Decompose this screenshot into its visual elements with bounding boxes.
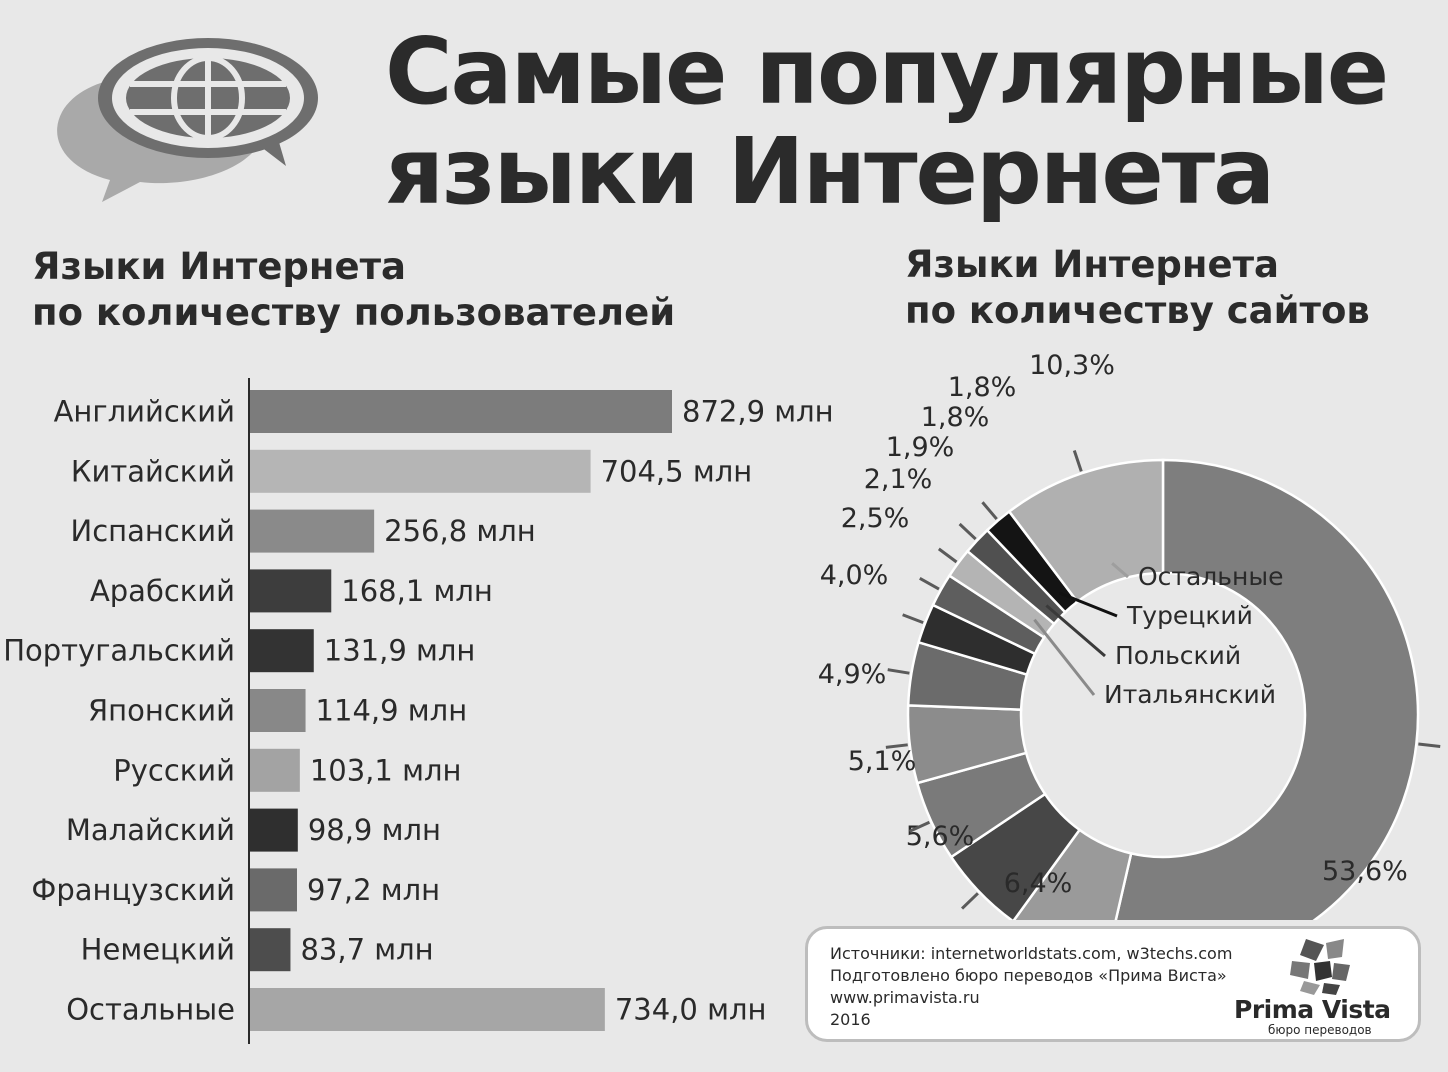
bar-chart-title: Языки Интернета по количеству пользовате… xyxy=(32,245,676,334)
bar xyxy=(250,689,306,732)
slice-leader-tick xyxy=(902,613,924,625)
legend-leader-line xyxy=(1111,562,1129,579)
legend-label: Турецкий xyxy=(1126,601,1253,630)
bar-value-label: 114,9 млн xyxy=(316,694,468,728)
slice-value-label: 5,6% xyxy=(906,821,975,852)
slice-value-label: 1,8% xyxy=(948,372,1017,403)
bar xyxy=(250,928,291,972)
bar-value-label: 103,1 млн xyxy=(310,753,462,787)
legend-leader-line xyxy=(1058,591,1118,618)
source-box: Источники: internetworldstats.com, w3tec… xyxy=(805,926,1421,1042)
website-link[interactable]: www.primavista.ru xyxy=(830,988,980,1007)
slice-value-label: 1,9% xyxy=(886,432,955,463)
brand-tagline: бюро переводов xyxy=(1268,1023,1372,1037)
prima-vista-logo-icon xyxy=(1290,939,1350,995)
bar-category-label: Португальский xyxy=(3,634,235,668)
pie-chart-title: Языки Интернета по количеству сайтов xyxy=(905,243,1370,332)
slice-leader-tick xyxy=(1072,450,1083,472)
speech-bubbles-globe-icon xyxy=(57,38,318,202)
bar xyxy=(250,808,298,852)
legend-leader-line xyxy=(1033,618,1096,696)
users-bar-chart: Английский 872,9 млн Китайский 704,5 млн Исп… xyxy=(3,378,834,1044)
bar xyxy=(250,569,332,613)
bar-value-label: 83,7 млн xyxy=(300,933,433,967)
slice-leader-tick xyxy=(960,892,979,910)
bar-category-label: Арабский xyxy=(90,574,235,608)
slice-value-label: 53,6% xyxy=(1322,856,1408,887)
bar-category-label: Английский xyxy=(54,395,235,429)
legend-label: Остальные xyxy=(1138,562,1283,591)
bar-category-label: Французский xyxy=(31,873,235,907)
bar xyxy=(250,449,591,493)
bar-value-label: 131,9 млн xyxy=(324,634,476,668)
bar xyxy=(250,748,300,792)
bar-value-label: 704,5 млн xyxy=(601,454,753,488)
bar-value-label: 98,9 млн xyxy=(308,813,441,847)
bar-category-label: Малайский xyxy=(66,813,235,847)
slice-value-label: 2,1% xyxy=(864,464,933,495)
slice-value-label: 1,8% xyxy=(921,402,990,433)
bar-value-label: 734,0 млн xyxy=(615,993,767,1027)
year-line: 2016 xyxy=(830,1010,871,1029)
slice-value-label: 2,5% xyxy=(841,503,910,534)
bar-category-label: Русский xyxy=(113,753,235,787)
slice-value-label: 4,0% xyxy=(820,560,889,591)
slice-leader-tick xyxy=(937,547,958,564)
main-title: Самые популярные языки Интернета xyxy=(385,18,1389,225)
slice-value-label: 10,3% xyxy=(1029,350,1115,381)
bar-category-label: Остальные xyxy=(66,993,235,1027)
brand-name: Prima Vista xyxy=(1234,995,1391,1024)
bar-value-label: 97,2 млн xyxy=(307,873,440,907)
bar xyxy=(250,868,297,912)
slice-leader-tick xyxy=(919,576,940,591)
donut-slice xyxy=(1012,828,1133,920)
prepared-by-line: Подготовлено бюро переводов «Прима Виста… xyxy=(830,966,1227,985)
slice-leader-tick xyxy=(981,501,998,521)
slice-leader-tick xyxy=(958,522,977,541)
slice-value-label: 5,1% xyxy=(848,746,917,777)
donut-slice xyxy=(1114,458,1420,920)
bar-value-label: 872,9 млн xyxy=(682,395,834,429)
legend-label: Итальянский xyxy=(1104,680,1276,709)
legend-leader-line xyxy=(1045,604,1106,658)
slice-leader-tick xyxy=(887,668,910,675)
bar-value-label: 168,1 млн xyxy=(341,574,493,608)
bar-category-label: Немецкий xyxy=(81,933,235,967)
slice-value-label: 6,4% xyxy=(1004,868,1073,899)
donut-slice xyxy=(1007,458,1165,604)
legend-label: Польский xyxy=(1115,641,1241,670)
slice-value-label: 4,9% xyxy=(818,659,887,690)
bar-category-label: Испанский xyxy=(71,514,235,548)
bar xyxy=(250,988,605,1031)
bar-category-label: Японский xyxy=(88,694,235,728)
source-line: Источники: internetworldstats.com, w3tec… xyxy=(830,944,1233,963)
slice-leader-tick xyxy=(1418,742,1441,748)
bar xyxy=(250,629,314,673)
slice-leader-tick xyxy=(908,820,931,833)
slice-leader-tick xyxy=(885,743,908,749)
bar-category-label: Китайский xyxy=(71,454,235,488)
source-text: Источники: internetworldstats.com, w3tec… xyxy=(830,943,1232,1031)
sites-donut-chart: 53,6%6,4%5,6%5,1%4,9%4,0%2,5%2,1%1,9%1,8… xyxy=(818,350,1441,920)
bar-value-label: 256,8 млн xyxy=(384,514,536,548)
bar xyxy=(250,390,672,433)
bar xyxy=(250,509,375,553)
